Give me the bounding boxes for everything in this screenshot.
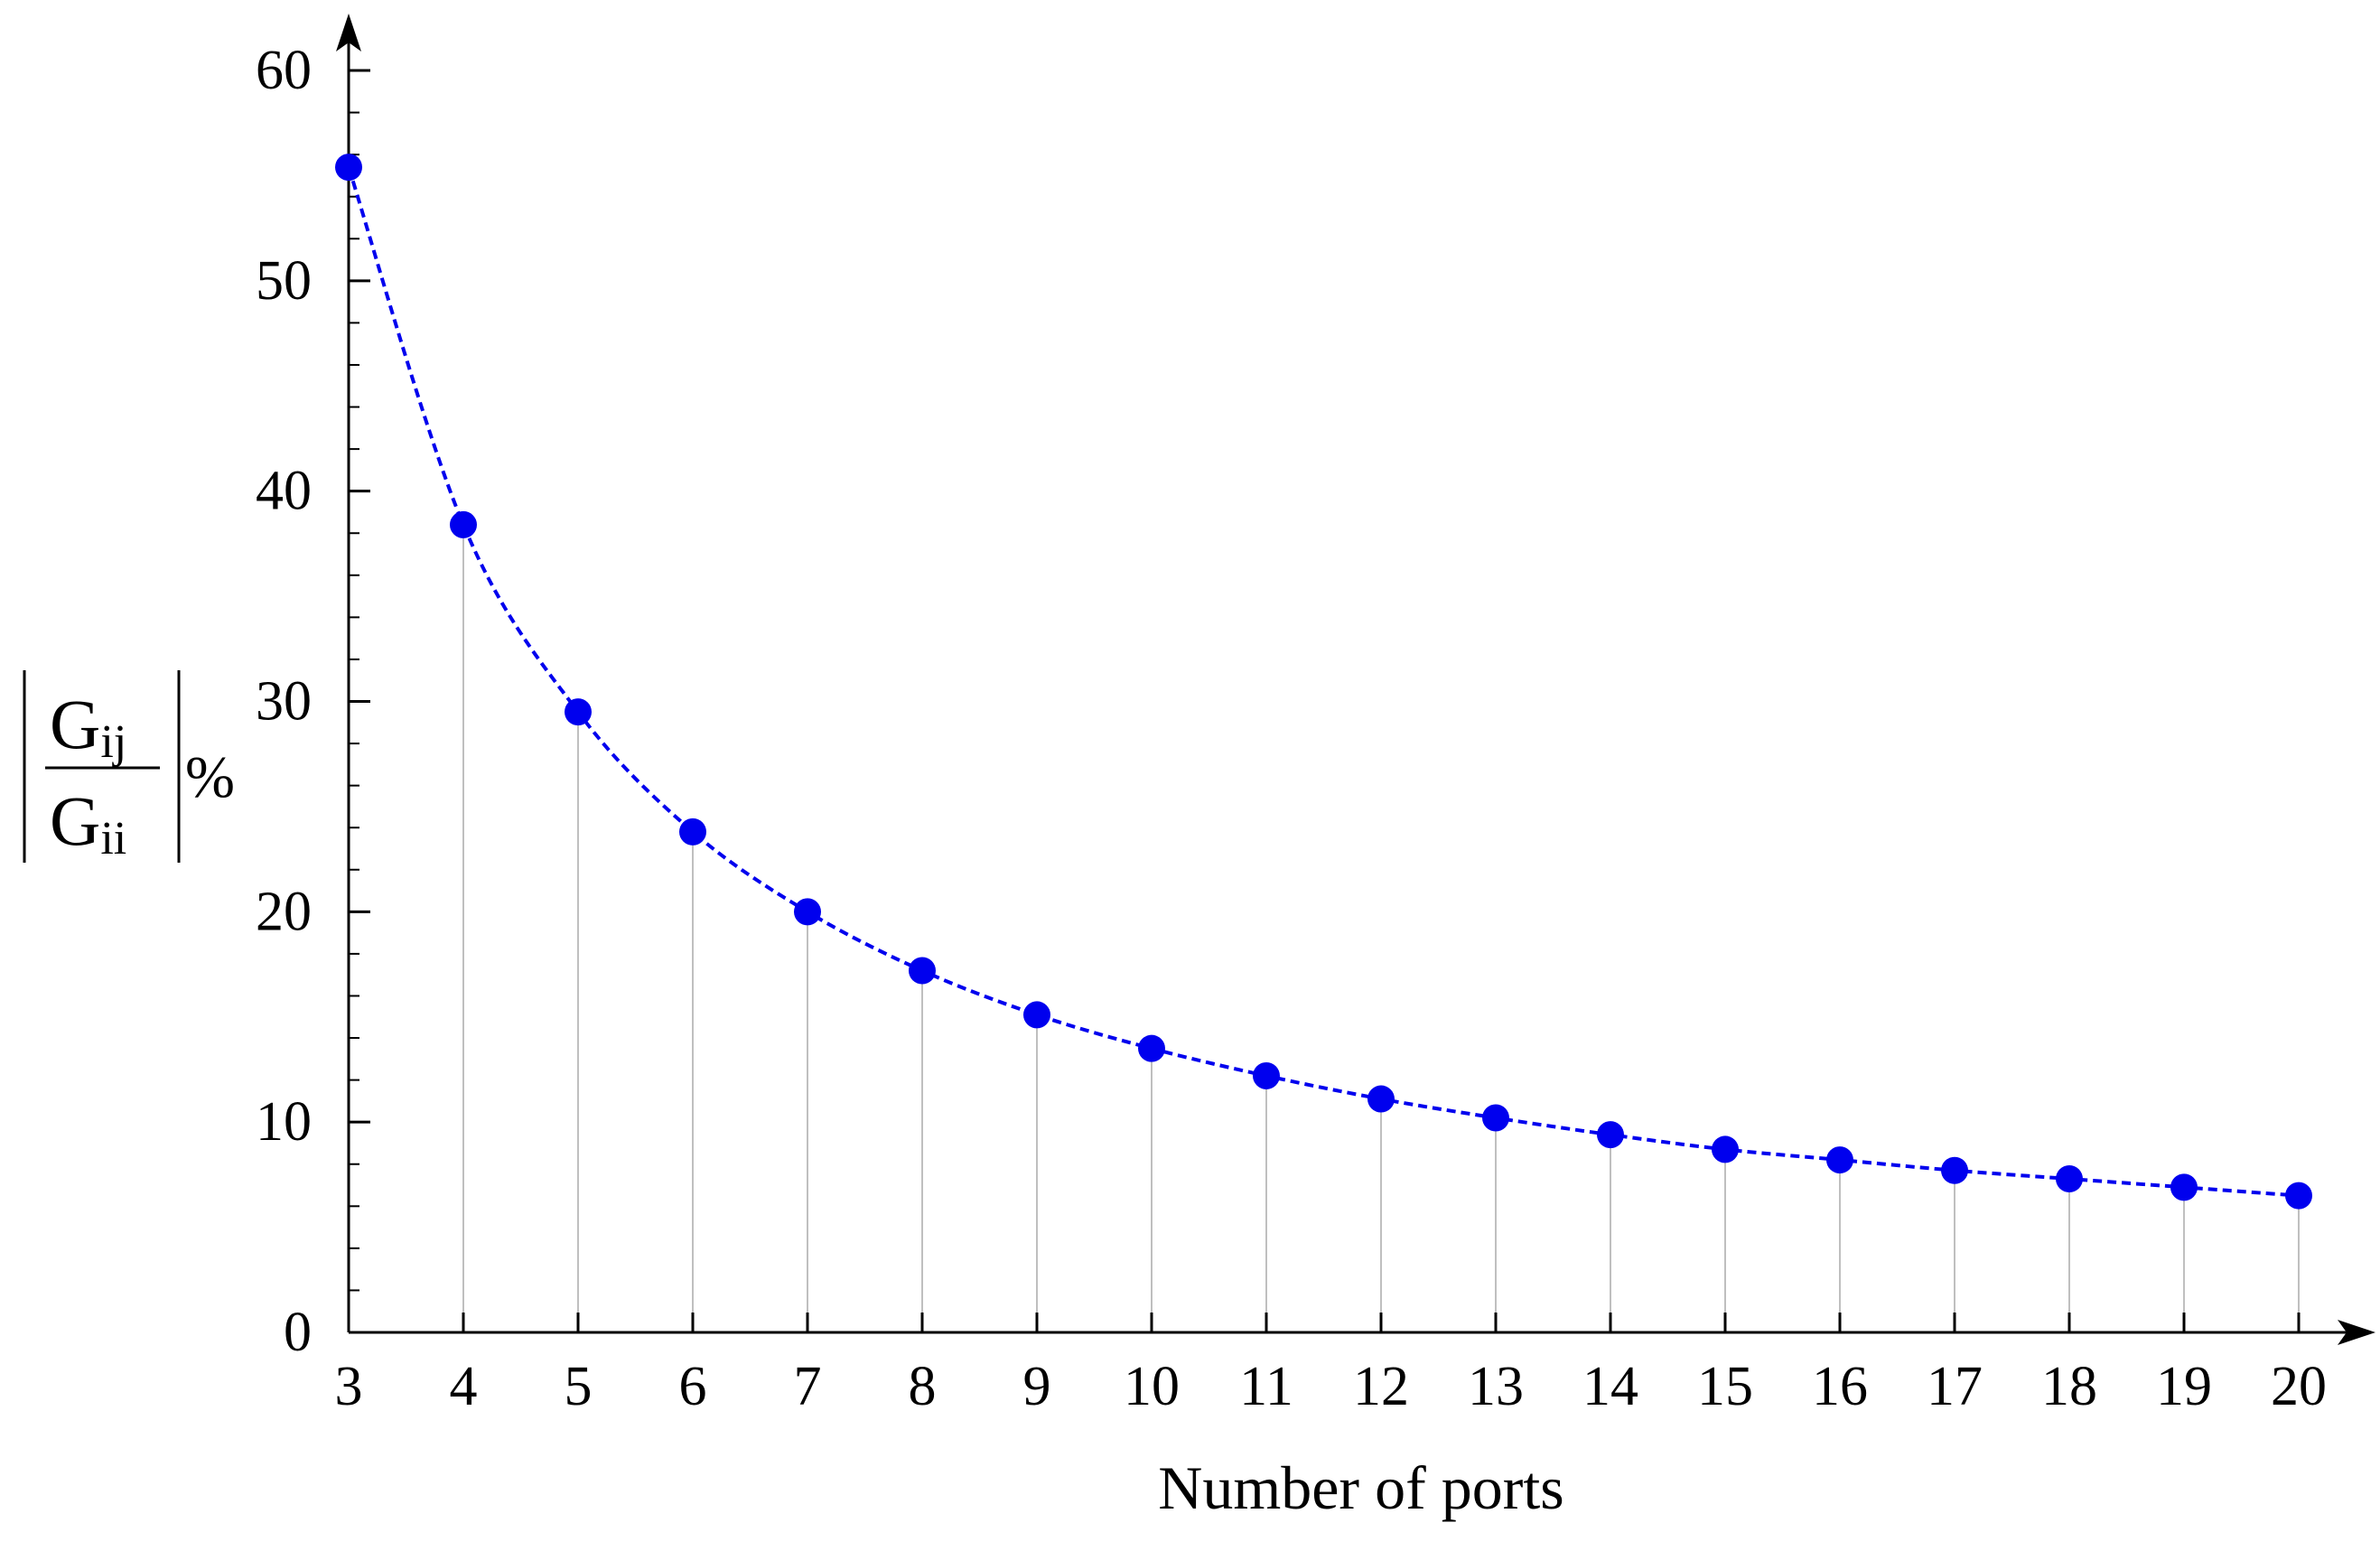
data-point	[679, 818, 706, 846]
series-line	[347, 166, 2300, 1198]
x-tick-label: 7	[794, 1356, 822, 1417]
data-point	[909, 957, 936, 985]
x-tick-label: 5	[565, 1356, 593, 1417]
data-point	[1138, 1034, 1165, 1062]
y-tick-label: 60	[256, 40, 312, 101]
y-axis-title: Gij Gii %	[23, 670, 235, 864]
x-tick-label: 13	[1468, 1356, 1524, 1417]
y-tick-label: 50	[256, 250, 312, 312]
y-tick-label: 0	[284, 1302, 312, 1363]
x-tick-label: 12	[1353, 1356, 1409, 1417]
data-point	[1826, 1146, 1853, 1174]
data-point	[1253, 1061, 1280, 1089]
y-axis-denominator: Gii	[50, 781, 126, 864]
x-tick-label: 6	[679, 1356, 707, 1417]
x-tick-label: 20	[2271, 1356, 2327, 1417]
axes	[336, 14, 2375, 1345]
y-tick-label: 40	[256, 461, 312, 522]
y-axis-numerator: Gij	[50, 685, 126, 768]
x-tick-label: 10	[1124, 1356, 1180, 1417]
data-point	[565, 698, 592, 726]
x-tick-label: 8	[909, 1356, 937, 1417]
data-point	[1597, 1121, 1624, 1149]
data-point	[2056, 1165, 2083, 1193]
y-axis-arrow	[336, 14, 361, 51]
data-points	[335, 154, 2312, 1210]
data-point	[335, 154, 362, 182]
data-point	[2170, 1173, 2198, 1201]
x-tick-label: 4	[450, 1356, 478, 1417]
data-point	[1367, 1085, 1395, 1113]
y-tick-label: 20	[256, 881, 312, 942]
x-tick-label: 17	[1927, 1356, 1983, 1417]
x-tick-label: 11	[1239, 1356, 1293, 1417]
x-tick-label: 9	[1023, 1356, 1051, 1417]
y-axis-unit: %	[185, 744, 235, 810]
x-tick-label: 14	[1582, 1356, 1638, 1417]
x-axis-title: Number of ports	[1158, 1453, 1563, 1522]
data-point	[1023, 1001, 1050, 1029]
y-tick-label: 30	[256, 671, 312, 733]
x-tick-label: 15	[1697, 1356, 1753, 1417]
data-point	[1712, 1135, 1739, 1163]
data-point	[450, 510, 477, 538]
data-point	[2285, 1182, 2312, 1210]
x-tick-labels: 3 4 5 6 7 8 9 10 11 12 13 14 15 16 17 18 19 20	[335, 1356, 2328, 1417]
y-tick-labels: 0 10 20 30 40 50 60	[256, 40, 312, 1363]
data-point	[794, 898, 821, 926]
x-tick-label: 16	[1812, 1356, 1868, 1417]
x-tick-label: 3	[335, 1356, 363, 1417]
x-tick-label: 18	[2041, 1356, 2097, 1417]
x-tick-label: 19	[2156, 1356, 2212, 1417]
drop-lines	[348, 167, 2300, 1332]
x-axis-arrow	[2338, 1320, 2375, 1345]
data-point	[1482, 1104, 1509, 1132]
series-curve	[347, 166, 2300, 1198]
y-tick-label: 10	[256, 1091, 312, 1153]
data-point	[1941, 1156, 1968, 1184]
